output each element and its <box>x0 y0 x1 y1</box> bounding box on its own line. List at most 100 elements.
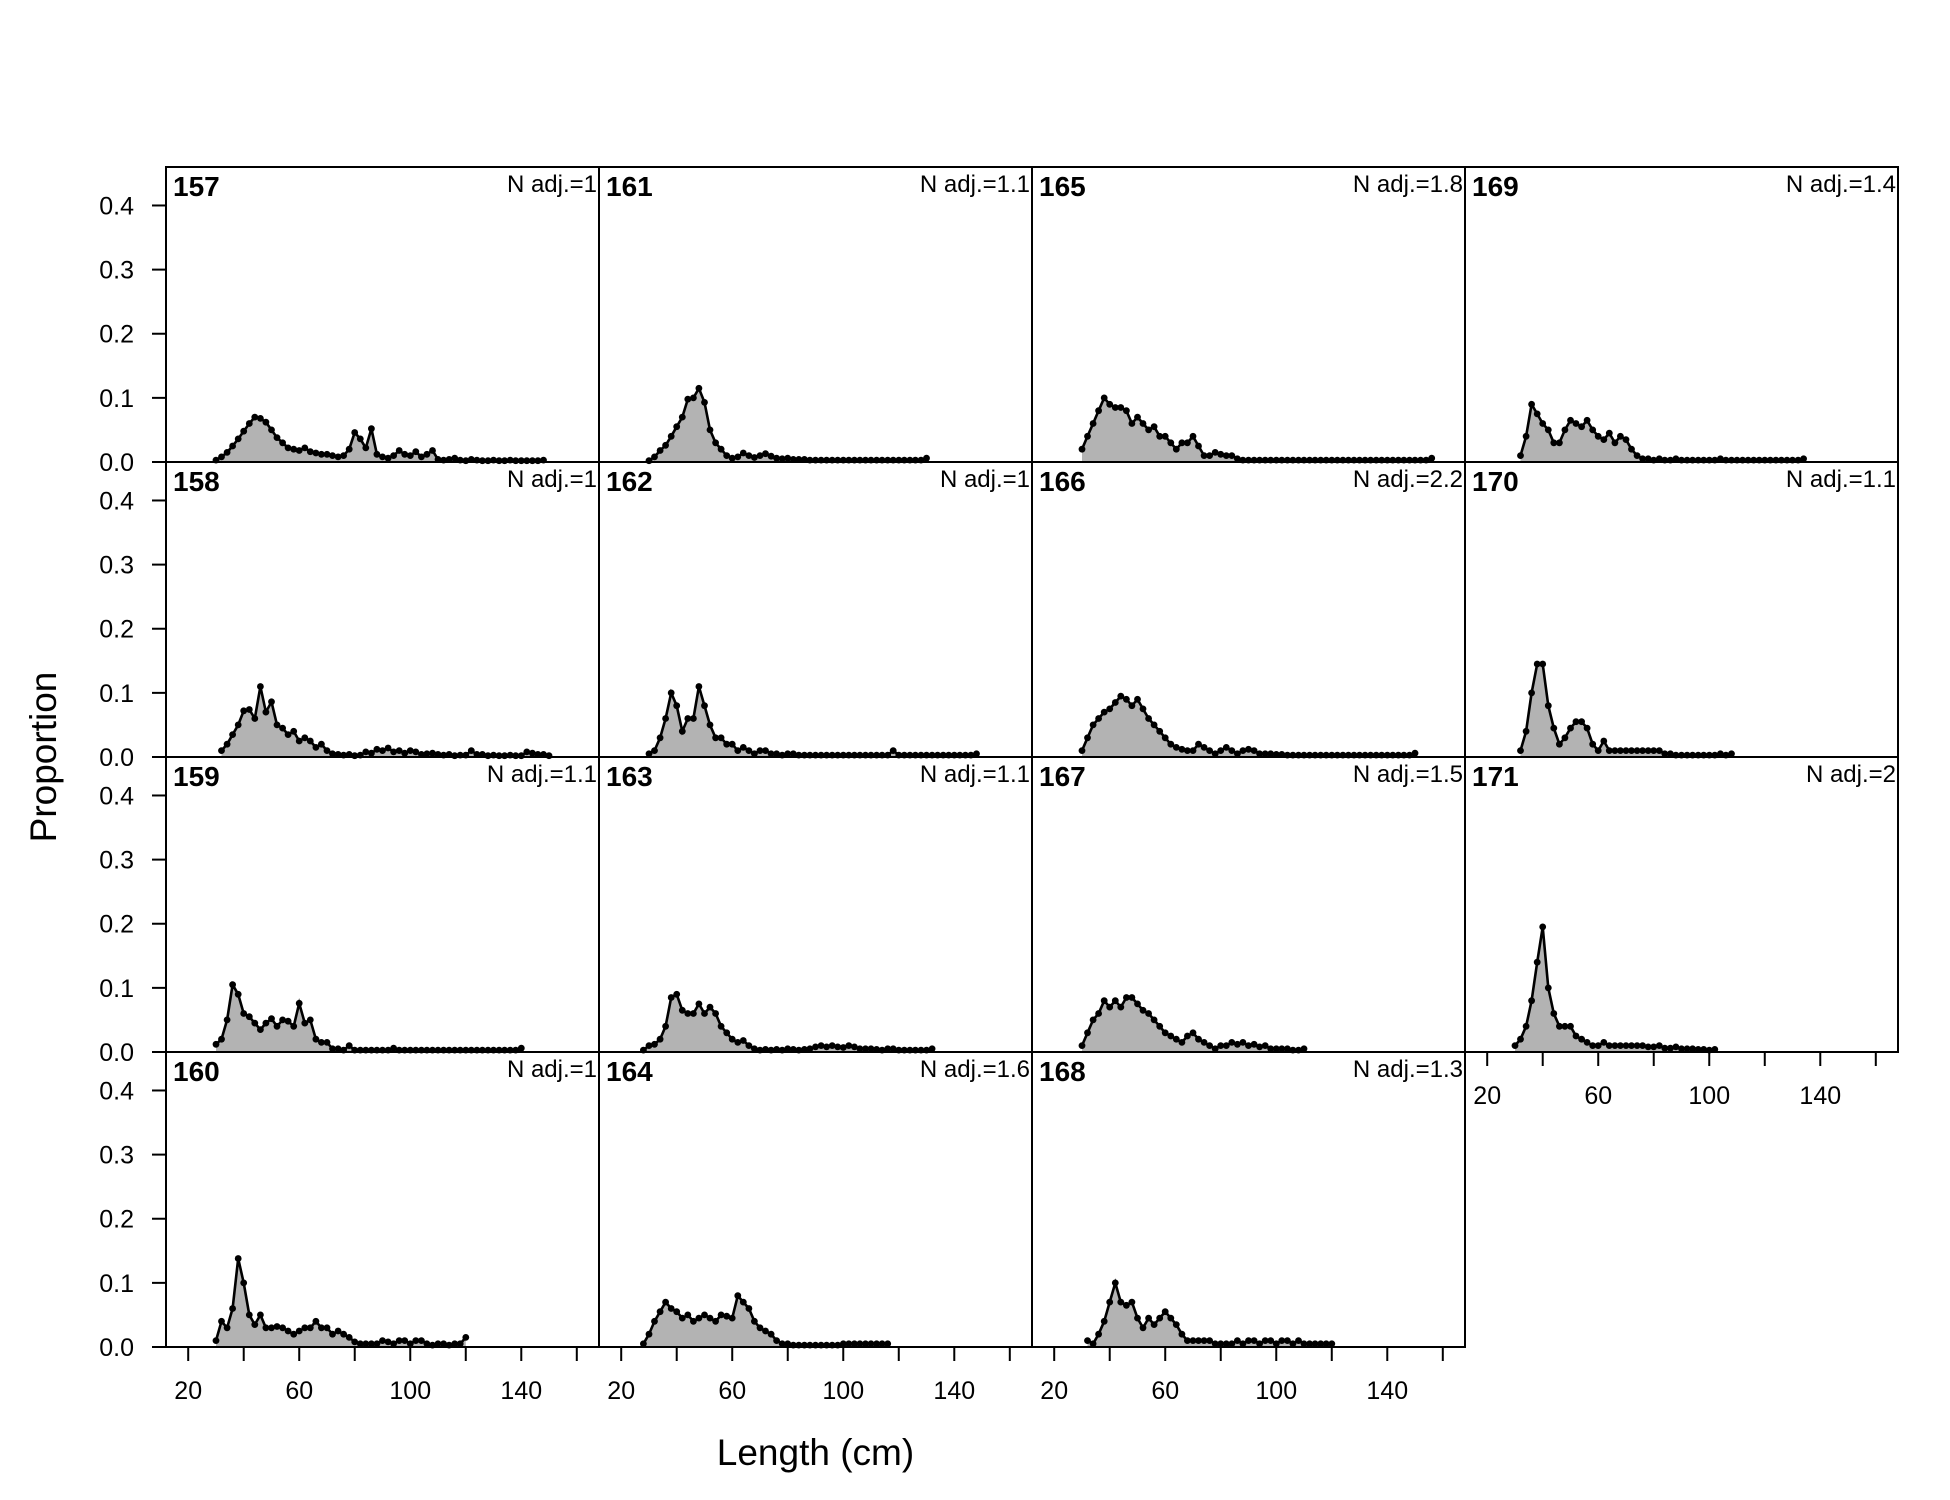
panel-frame <box>1031 461 1466 758</box>
data-point <box>301 444 309 452</box>
data-point <box>1267 1337 1275 1344</box>
data-point <box>1589 1042 1597 1049</box>
data-point <box>390 1340 397 1348</box>
data-point <box>1528 400 1535 408</box>
data-point <box>1222 1042 1230 1049</box>
data-point <box>401 450 409 458</box>
data-point <box>1617 747 1624 754</box>
data-point <box>1589 426 1597 434</box>
data-point <box>284 731 292 738</box>
x-tick-label: 100 <box>1255 1377 1297 1405</box>
panel-158: 158 N adj.=1 0.0 0.1 0.2 0.3 0.4 <box>99 461 600 772</box>
data-point <box>517 752 525 760</box>
data-point <box>279 1016 286 1024</box>
data-point <box>1234 1040 1241 1048</box>
data-point <box>1117 404 1125 411</box>
data-point <box>1100 997 1108 1005</box>
y-tick-label: 0.0 <box>99 1039 134 1067</box>
data-point <box>684 395 692 403</box>
data-point <box>701 1311 708 1319</box>
data-point <box>1145 1314 1152 1322</box>
data-point <box>851 1340 858 1348</box>
data-point <box>1683 1045 1691 1053</box>
data-point <box>1517 1035 1524 1043</box>
data-point <box>1150 721 1158 729</box>
data-point <box>756 747 764 754</box>
data-point <box>1528 997 1535 1005</box>
data-point <box>1583 724 1591 732</box>
data-point <box>212 1040 220 1048</box>
area-fill <box>1520 664 1732 757</box>
x-tick-label: 140 <box>1799 1082 1841 1110</box>
data-point <box>245 706 253 713</box>
data-point <box>1095 715 1102 722</box>
data-point <box>1250 1337 1258 1344</box>
data-point <box>517 1044 525 1052</box>
data-point <box>451 1340 459 1348</box>
data-point <box>362 1340 370 1348</box>
data-point <box>717 1022 725 1030</box>
data-point <box>262 1019 270 1027</box>
data-point <box>1611 747 1619 754</box>
y-axis-title: Proportion <box>23 672 64 843</box>
data-point <box>1295 1337 1302 1344</box>
data-point <box>1172 1321 1180 1328</box>
data-point <box>1128 420 1136 427</box>
data-point <box>1655 455 1663 463</box>
data-point <box>373 1340 381 1348</box>
panel-nadj-label: N adj.=1.6 <box>920 1056 1030 1083</box>
data-point <box>1206 747 1213 754</box>
data-point <box>295 737 303 745</box>
panel-title: 169 <box>1472 171 1519 202</box>
data-point <box>1572 1032 1580 1040</box>
data-point <box>1200 452 1208 459</box>
data-point <box>728 454 736 462</box>
data-point <box>1145 426 1152 434</box>
data-point <box>1189 1029 1197 1037</box>
panel-title: 158 <box>173 466 220 497</box>
y-tick-label: 0.2 <box>99 911 134 939</box>
data-point <box>1139 420 1147 427</box>
data-point <box>412 1337 420 1344</box>
data-point <box>1639 1042 1646 1049</box>
panel-171: 171 N adj.=2 20 60 100 140 <box>1464 756 1899 1110</box>
data-point <box>1589 740 1597 748</box>
data-point <box>701 702 708 710</box>
panel-nadj-label: N adj.=1.5 <box>1353 761 1463 788</box>
data-point <box>767 750 775 758</box>
data-point <box>1234 750 1241 758</box>
x-tick-label: 60 <box>1584 1082 1612 1110</box>
data-point <box>273 1323 281 1330</box>
data-point <box>1178 745 1186 753</box>
y-tick-label: 0.0 <box>99 1334 134 1362</box>
data-point <box>1217 747 1225 754</box>
data-point <box>295 447 303 454</box>
data-point <box>1172 744 1180 751</box>
data-point <box>662 715 669 722</box>
data-point <box>712 439 719 447</box>
x-tick-label: 140 <box>500 1377 542 1405</box>
data-point <box>1095 1330 1102 1338</box>
data-point <box>712 1317 719 1325</box>
data-point <box>1100 394 1108 402</box>
data-point <box>1211 1340 1219 1348</box>
data-point <box>429 749 436 757</box>
data-point <box>1111 1279 1119 1287</box>
data-point <box>1661 1044 1669 1052</box>
data-point <box>745 452 753 459</box>
data-point <box>673 990 681 998</box>
data-point <box>695 1314 703 1322</box>
data-point <box>234 721 242 729</box>
data-point <box>362 444 370 452</box>
data-point <box>1084 1337 1091 1344</box>
data-point <box>1322 1340 1330 1348</box>
data-point <box>1578 423 1585 431</box>
data-point <box>1628 445 1635 453</box>
data-point <box>284 1017 292 1025</box>
data-point <box>695 384 703 392</box>
y-tick-label: 0.1 <box>99 1270 134 1298</box>
data-point <box>1217 1042 1225 1049</box>
data-point <box>1300 1045 1308 1053</box>
data-point <box>1128 994 1136 1001</box>
